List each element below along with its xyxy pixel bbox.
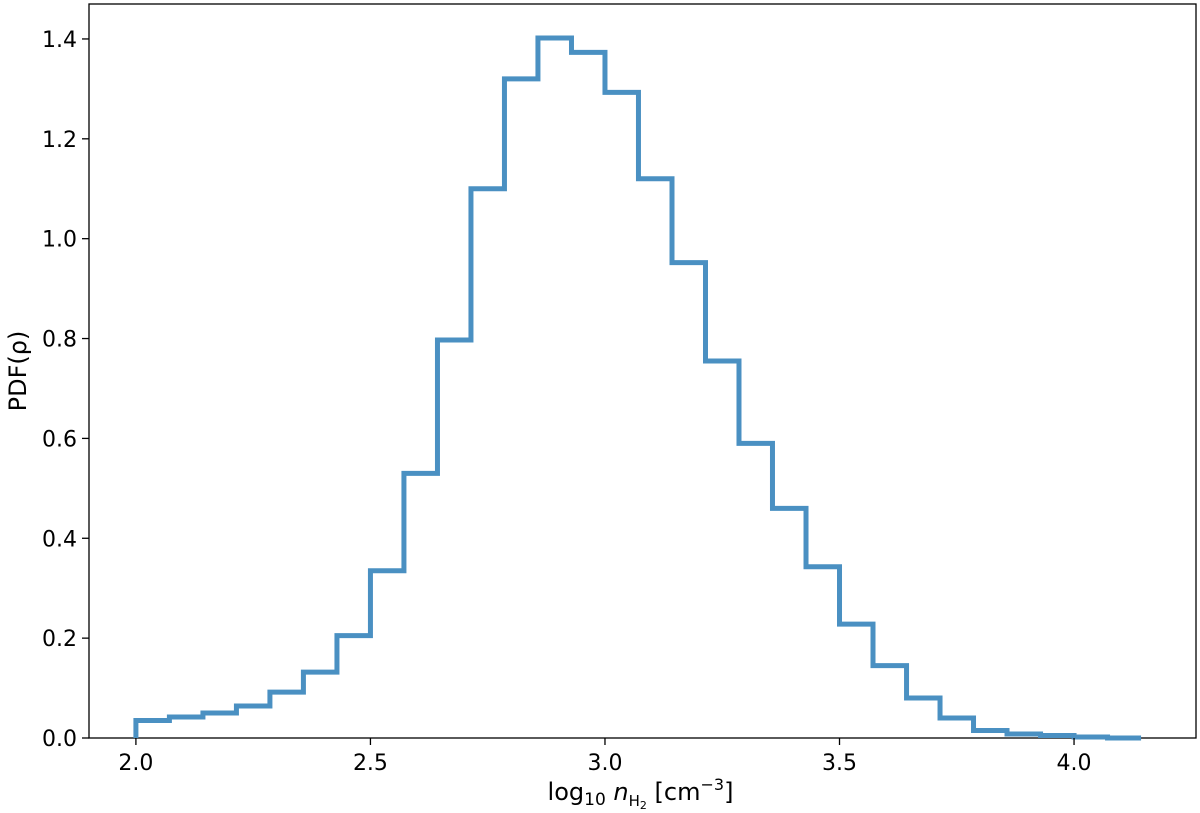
y-tick-label: 0.2 bbox=[42, 627, 77, 652]
x-tick-label: 2.5 bbox=[353, 751, 388, 776]
axes-frame bbox=[88, 3, 1197, 739]
x-axis: 2.0 2.5 3.0 3.5 4.0 bbox=[118, 738, 1092, 776]
y-axis-title: PDF(ρ) bbox=[4, 331, 32, 412]
y-tick-label: 0.4 bbox=[42, 527, 77, 552]
y-tick-label: 0.6 bbox=[42, 427, 77, 452]
y-tick-label: 1.4 bbox=[42, 28, 77, 53]
plot-area bbox=[88, 3, 1197, 741]
y-tick-label: 0.0 bbox=[42, 727, 77, 752]
y-tick-label: 1.2 bbox=[42, 128, 77, 153]
histogram-step-line bbox=[133, 35, 1142, 741]
y-tick-label: 1.0 bbox=[42, 228, 77, 253]
x-tick-label: 3.0 bbox=[587, 751, 622, 776]
x-tick-label: 4.0 bbox=[1057, 751, 1092, 776]
y-tick-label: 0.8 bbox=[42, 328, 77, 353]
x-tick-label: 2.0 bbox=[118, 751, 153, 776]
x-tick-label: 3.5 bbox=[822, 751, 857, 776]
x-axis-title: log10 nH2 [cm−3] bbox=[548, 775, 734, 812]
y-axis: 0.0 0.2 0.4 0.6 0.8 1.0 1.2 1.4 bbox=[42, 28, 89, 752]
